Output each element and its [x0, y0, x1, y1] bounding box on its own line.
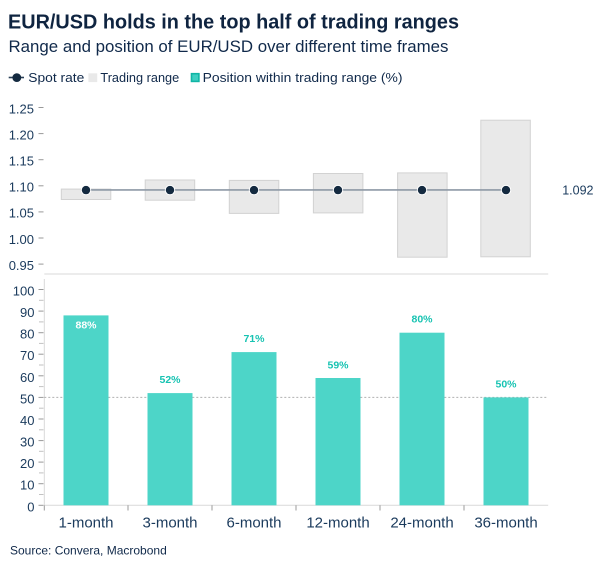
svg-text:52%: 52%	[159, 374, 181, 386]
svg-text:1-month: 1-month	[58, 515, 113, 532]
svg-text:80: 80	[20, 327, 34, 342]
svg-text:1.05: 1.05	[9, 206, 34, 221]
svg-text:Spot rate: Spot rate	[28, 70, 84, 85]
svg-text:12-month: 12-month	[306, 515, 369, 532]
svg-text:70: 70	[20, 348, 34, 363]
svg-text:1.10: 1.10	[9, 180, 34, 195]
svg-text:88%: 88%	[75, 319, 97, 331]
svg-text:0: 0	[27, 499, 34, 514]
svg-text:1.15: 1.15	[9, 154, 34, 169]
svg-text:1.092: 1.092	[562, 184, 593, 198]
svg-text:30: 30	[20, 435, 34, 450]
svg-text:100: 100	[13, 284, 35, 299]
svg-text:40: 40	[20, 413, 34, 428]
svg-text:Trading range: Trading range	[100, 70, 179, 85]
svg-text:20: 20	[20, 456, 34, 471]
svg-text:50%: 50%	[495, 378, 517, 390]
svg-text:71%: 71%	[243, 333, 265, 345]
svg-text:Position within trading range: Position within trading range (%)	[203, 70, 403, 85]
svg-text:24-month: 24-month	[390, 515, 453, 532]
svg-text:10: 10	[20, 478, 34, 493]
svg-text:1.00: 1.00	[9, 232, 34, 247]
svg-text:1.25: 1.25	[9, 101, 34, 116]
svg-text:90: 90	[20, 305, 34, 320]
svg-text:59%: 59%	[327, 359, 349, 371]
svg-text:EUR/USD holds in the top half: EUR/USD holds in the top half of trading…	[8, 12, 459, 34]
svg-text:3-month: 3-month	[142, 515, 197, 532]
svg-text:6-month: 6-month	[226, 515, 281, 532]
svg-text:0.95: 0.95	[9, 258, 34, 273]
svg-text:Source: Convera, Macrobond: Source: Convera, Macrobond	[10, 543, 167, 557]
svg-text:1.20: 1.20	[9, 127, 34, 142]
svg-text:80%: 80%	[411, 314, 433, 326]
svg-text:Range and position of EUR/USD: Range and position of EUR/USD over diffe…	[9, 37, 449, 56]
svg-text:36-month: 36-month	[474, 515, 537, 532]
svg-text:60: 60	[20, 370, 34, 385]
svg-text:50: 50	[20, 391, 34, 406]
